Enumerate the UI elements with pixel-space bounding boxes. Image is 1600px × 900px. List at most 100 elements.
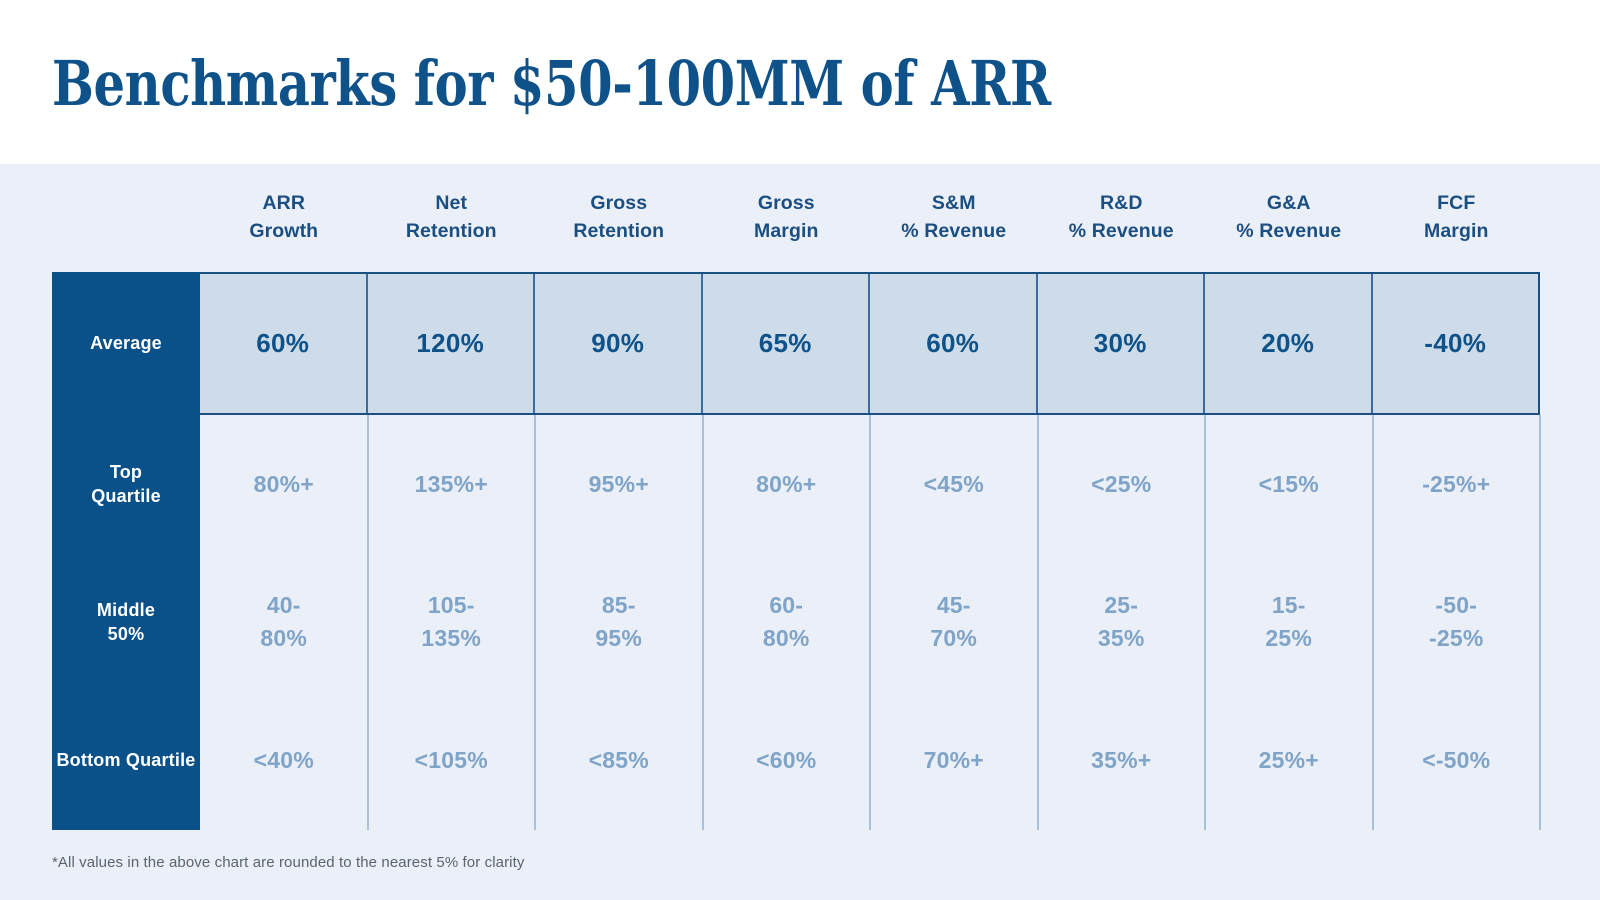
footnote: *All values in the above chart are round… — [52, 854, 525, 871]
table-cell: <40% — [200, 691, 368, 830]
table-cell: <-50% — [1371, 691, 1541, 830]
title-bar: Benchmarks for $50-100MM of ARR — [0, 0, 1600, 164]
cell-value: <105% — [414, 747, 488, 774]
row-label-line2: Quartile — [91, 486, 161, 506]
table-cell: 25%+ — [1204, 691, 1373, 830]
cell-value: 65% — [758, 328, 812, 358]
column-header-fcf-margin: FCF Margin — [1373, 190, 1541, 245]
table-cell: 45- 70% — [869, 553, 1038, 691]
cell-value: -40% — [1424, 328, 1487, 358]
cell-value-line1: 105- — [427, 592, 475, 619]
row-label-line1: Average — [90, 333, 162, 354]
table-cell: <25% — [1036, 415, 1206, 553]
column-header-line1: Gross — [757, 192, 815, 215]
cell-value-line2: 80% — [762, 625, 810, 651]
row-label-line1: Top — [109, 461, 143, 482]
cell-value-line2: 35% — [1097, 625, 1145, 651]
cell-value-line2: 25% — [1265, 625, 1313, 651]
cell-value: 80%+ — [253, 470, 314, 497]
cell-value: <-50% — [1422, 747, 1491, 774]
table-cell: 25- 35% — [1036, 553, 1206, 691]
column-header-line1: R&D — [1099, 192, 1143, 215]
row-label-bottom-quartile: Bottom Quartile — [52, 691, 200, 830]
cell-value-line1: 85- — [601, 592, 636, 619]
row-label-line2: 50% — [107, 624, 145, 644]
row-label-line1: Bottom Quartile — [56, 750, 196, 771]
column-header-gross-margin: Gross Margin — [703, 190, 871, 245]
row-label-average: Average — [52, 272, 200, 415]
cell-value: 20% — [1261, 328, 1315, 358]
cell-value-line2: 80% — [260, 625, 308, 651]
table-cell: 60% — [200, 274, 366, 413]
table-cell: <45% — [869, 415, 1038, 553]
cell-value-line2: 135% — [421, 625, 482, 651]
cell-value: 30% — [1093, 328, 1147, 358]
table-cell: -25%+ — [1371, 415, 1541, 553]
cell-value-line2: 95% — [595, 625, 643, 651]
table-cell: 135%+ — [366, 415, 536, 553]
table-cell: 60- 80% — [701, 553, 871, 691]
table-cell: <85% — [534, 691, 703, 830]
table-cell: 90% — [533, 274, 701, 413]
cell-value-line2: -25% — [1429, 625, 1484, 651]
table-cell: 60% — [868, 274, 1036, 413]
row-label-middle-50: Middle 50% — [52, 553, 200, 691]
cell-value: <45% — [923, 470, 984, 497]
cell-value-line2: 70% — [930, 625, 978, 651]
cell-value: 70%+ — [923, 747, 984, 774]
column-header-ga-percent-revenue: G&A % Revenue — [1205, 190, 1373, 245]
table-cell: 120% — [365, 274, 534, 413]
cell-value-line1: 15- — [1271, 592, 1306, 619]
cell-value: 90% — [591, 328, 645, 358]
table-value-grid: 60% 120% 90% 65% 60% 30% 20% -40% 80%+ 1… — [200, 272, 1541, 830]
row-label-rail: Average Top Quartile Middle 50% Bottom Q… — [52, 272, 200, 830]
cell-value: -25%+ — [1422, 470, 1491, 497]
table-cell: 35%+ — [1036, 691, 1206, 830]
cell-value-line1: -50- — [1435, 592, 1478, 619]
cell-value: <40% — [253, 747, 314, 774]
table-cell: 95%+ — [534, 415, 703, 553]
table-row: 80%+ 135%+ 95%+ 80%+ <45% <25% <15% -25%… — [200, 415, 1540, 553]
cell-value: 135%+ — [414, 470, 488, 497]
column-header-line1: G&A — [1266, 192, 1311, 215]
table-row: <40% <105% <85% <60% 70%+ 35%+ 25%+ <-50… — [200, 691, 1540, 830]
cell-value-line1: 60- — [769, 592, 804, 619]
table-cell: 65% — [700, 274, 869, 413]
column-header-sm-percent-revenue: S&M % Revenue — [870, 190, 1038, 245]
table-cell: <60% — [701, 691, 871, 830]
cell-value: <15% — [1258, 470, 1319, 497]
table-cell: 20% — [1203, 274, 1371, 413]
benchmark-table: Average Top Quartile Middle 50% Bottom Q… — [52, 272, 1541, 830]
table-cell: 80%+ — [200, 415, 368, 553]
column-header-line1: FCF — [1437, 192, 1476, 215]
cell-value: 60% — [256, 328, 310, 358]
table-right-rule — [1539, 415, 1541, 830]
column-header-line1: ARR — [262, 192, 306, 215]
cell-value: <60% — [756, 747, 817, 774]
benchmark-panel: ARR Growth Net Retention Gross Retention… — [0, 164, 1600, 900]
page-title: Benchmarks for $50-100MM of ARR — [52, 47, 1051, 120]
table-cell: 70%+ — [869, 691, 1038, 830]
table-cell: 30% — [1035, 274, 1204, 413]
table-cell: 80%+ — [701, 415, 871, 553]
row-label-line1: Middle — [96, 599, 156, 620]
column-header-line1: Gross — [590, 192, 648, 215]
table-row: 60% 120% 90% 65% 60% 30% 20% -40% — [200, 272, 1540, 415]
column-header-line1: Net — [435, 192, 468, 215]
cell-value: 35%+ — [1091, 747, 1152, 774]
cell-value-line1: 25- — [1104, 592, 1139, 619]
table-cell: -40% — [1370, 274, 1539, 413]
table-cell: 85- 95% — [534, 553, 703, 691]
column-header-line2: Growth — [249, 220, 319, 242]
column-header-line2: Retention — [405, 220, 497, 242]
table-cell: <15% — [1204, 415, 1373, 553]
table-cell: 105- 135% — [366, 553, 536, 691]
cell-value-line1: 45- — [936, 592, 971, 619]
column-header-line2: Margin — [1423, 220, 1489, 242]
cell-value: 120% — [416, 328, 485, 358]
cell-value: 80%+ — [756, 470, 817, 497]
table-cell: <105% — [366, 691, 536, 830]
table-column-headers: ARR Growth Net Retention Gross Retention… — [200, 164, 1540, 272]
column-header-line1: S&M — [931, 192, 976, 215]
column-header-line2: Margin — [753, 220, 819, 242]
